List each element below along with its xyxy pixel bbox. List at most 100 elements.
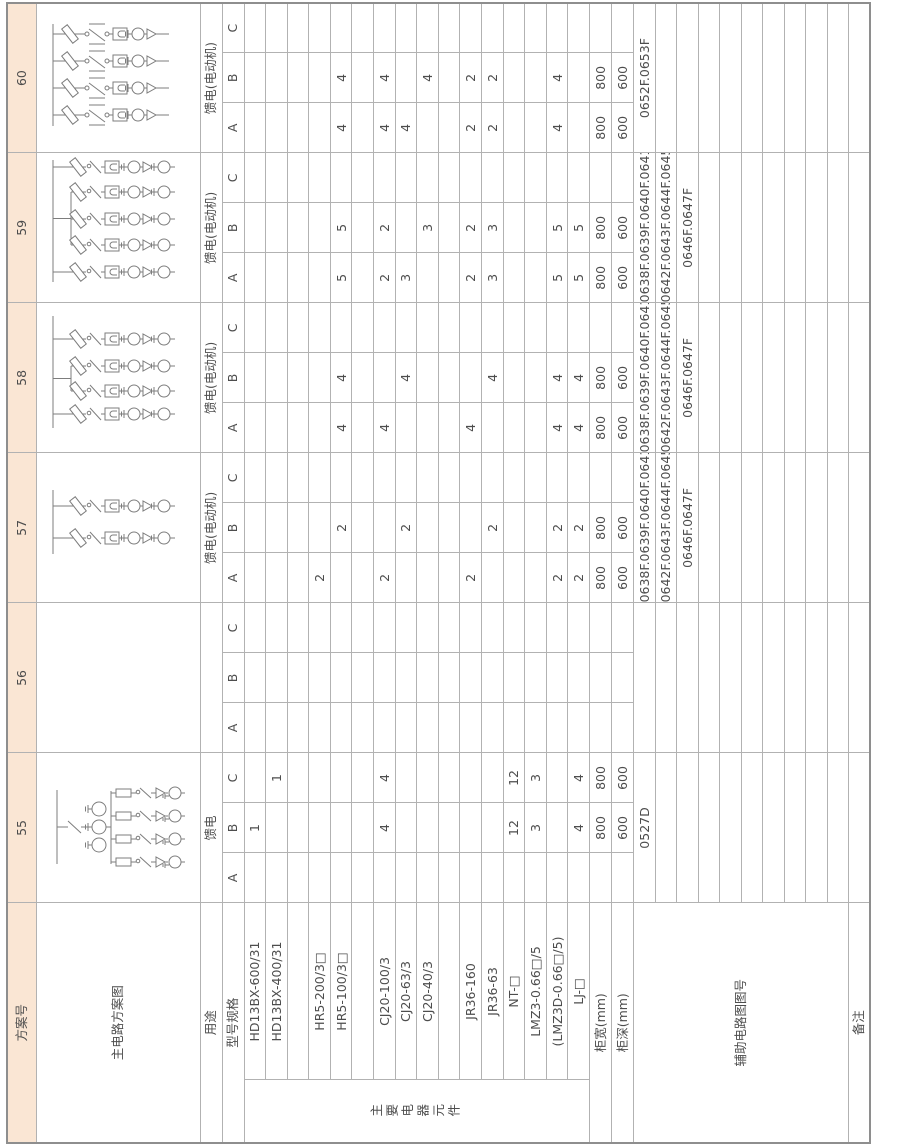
aux-drawing-number (741, 602, 763, 753)
component-label: JR36-160 (459, 902, 482, 1080)
component-qty (287, 302, 309, 353)
component-qty: 5 (546, 252, 568, 303)
component-qty (546, 702, 568, 753)
component-qty (438, 2, 460, 53)
scheme-number: 56 (7, 602, 36, 753)
main-circuit-diagram-56 (36, 602, 200, 753)
component-label: HR5-100/3□ (330, 902, 352, 1080)
aux-drawing-number (741, 452, 763, 603)
component-qty (524, 2, 547, 53)
component-qty (481, 2, 504, 53)
component-qty: 5 (567, 252, 590, 303)
cabinet-dim-value: 800 (589, 552, 612, 603)
component-qty: 12 (503, 802, 525, 853)
component-qty: 4 (330, 102, 352, 153)
component-qty (438, 802, 460, 853)
component-qty: 2 (308, 552, 331, 603)
component-qty (287, 802, 309, 853)
component-qty (244, 102, 266, 153)
remark-value (848, 452, 870, 603)
component-qty (438, 352, 460, 403)
component-qty (287, 452, 309, 503)
component-qty (481, 602, 504, 653)
component-qty (395, 302, 417, 353)
component-qty: 4 (546, 52, 568, 103)
usage-value: 馈电(电动机) (200, 152, 222, 303)
remark-value (848, 152, 870, 303)
component-qty (287, 552, 309, 603)
circuit-diagram-svg (52, 490, 175, 555)
circuit-letter: B (222, 352, 244, 403)
aux-drawing-number: 0646F.0647F (676, 152, 698, 303)
component-qty: 2 (459, 52, 482, 103)
component-qty: 1 (244, 802, 266, 853)
component-qty (373, 852, 396, 903)
component-qty (373, 502, 396, 553)
component-qty (287, 402, 309, 453)
cabinet-depth-label: 柜深(mm) (611, 902, 634, 1143)
cabinet-width-label: 柜宽(mm) (589, 902, 612, 1143)
aux-drawing-number (762, 452, 784, 603)
cabinet-dim-value: 600 (611, 352, 634, 403)
aux-drawing-number (827, 752, 849, 903)
cabinet-dim-value: 800 (589, 752, 612, 803)
component-qty (287, 352, 309, 403)
component-qty (416, 652, 439, 703)
component-qty (503, 2, 525, 53)
component-qty: 2 (373, 552, 396, 603)
component-qty (351, 202, 374, 253)
aux-drawing-number (827, 602, 849, 753)
component-qty (416, 502, 439, 553)
usage-value: 馈电(电动机) (200, 302, 222, 453)
usage-value: 馈电 (200, 752, 222, 903)
component-qty: 2 (459, 252, 482, 303)
aux-drawing-number (741, 752, 763, 903)
component-qty: 2 (330, 502, 352, 553)
aux-drawing-number (698, 302, 720, 453)
component-label: HD13BX-600/31 (244, 902, 266, 1080)
component-qty (416, 602, 439, 653)
cabinet-dim-value: 600 (611, 202, 634, 253)
component-qty: 3 (416, 202, 439, 253)
component-qty (546, 452, 568, 503)
aux-drawing-number: 0642F.0643F.0644F.0645F (655, 302, 677, 453)
component-qty (244, 502, 266, 553)
component-label: HD13BX-400/31 (265, 902, 288, 1080)
component-qty (567, 52, 590, 103)
component-qty (567, 452, 590, 503)
cabinet-dim-value (611, 2, 634, 53)
component-qty (567, 702, 590, 753)
aux-drawing-number: 0646F.0647F (676, 302, 698, 453)
component-qty: 2 (459, 552, 482, 603)
component-qty (373, 602, 396, 653)
aux-drawing-number (827, 452, 849, 603)
cabinet-dim-value (611, 852, 634, 903)
component-qty (503, 252, 525, 303)
component-qty: 5 (567, 202, 590, 253)
component-qty (265, 802, 288, 853)
aux-row-label: 辅助电路图图号 (633, 902, 849, 1143)
aux-drawing-number (719, 602, 741, 753)
aux-drawing-number: 0642F.0643F.0644F.0645F (655, 152, 677, 303)
component-qty (351, 602, 374, 653)
main-circuit-diagram-57 (36, 452, 200, 603)
component-qty (416, 852, 439, 903)
component-qty (459, 452, 482, 503)
component-qty (287, 752, 309, 803)
component-qty: 2 (373, 252, 396, 303)
component-qty (503, 502, 525, 553)
component-qty (481, 452, 504, 503)
component-qty (330, 452, 352, 503)
cabinet-dim-value: 800 (589, 202, 612, 253)
component-qty (330, 652, 352, 703)
component-qty (265, 852, 288, 903)
component-qty (438, 302, 460, 353)
component-qty (244, 302, 266, 353)
component-qty (244, 152, 266, 203)
cabinet-dim-value (611, 702, 634, 753)
component-qty (308, 102, 331, 153)
aux-drawing-number (698, 602, 720, 753)
component-qty (308, 652, 331, 703)
circuit-letter: C (222, 602, 244, 653)
component-qty (287, 652, 309, 703)
